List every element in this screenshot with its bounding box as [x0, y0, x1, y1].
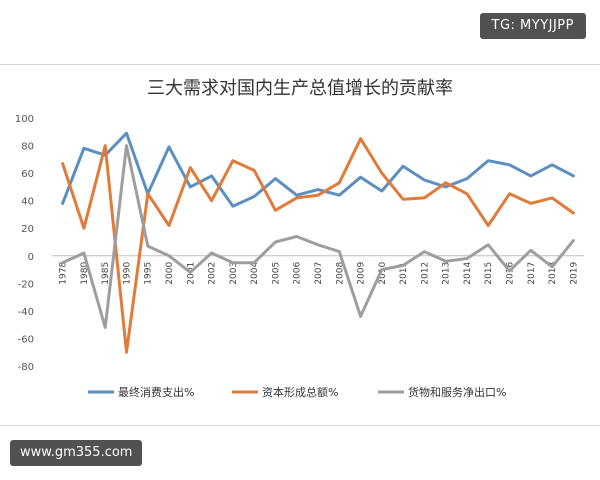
y-tick-label: 40: [21, 197, 34, 208]
x-tick-label: 2012: [420, 262, 430, 285]
y-tick-label: -60: [18, 334, 34, 345]
x-tick-label: 1978: [59, 262, 69, 285]
x-tick-label: 2013: [442, 262, 452, 285]
plot-area: [61, 131, 575, 354]
x-tick-label: 2019: [569, 262, 579, 285]
y-tick-label: -40: [18, 307, 34, 318]
watermark-top: TG: MYYJJPP: [479, 13, 586, 39]
series-line-2: [61, 144, 575, 329]
x-tick-label: 2006: [293, 262, 303, 285]
x-tick-label: 2008: [335, 262, 345, 285]
y-tick-label: -80: [18, 362, 34, 373]
x-tick-label: 1995: [144, 262, 154, 285]
x-tick-label: 2000: [165, 262, 175, 285]
y-tick-label: 0: [28, 252, 34, 263]
x-tick-label: 1985: [101, 262, 111, 285]
x-tick-label: 1990: [122, 262, 132, 285]
legend-label: 资本形成总额%: [262, 385, 338, 399]
x-tick-label: 2007: [314, 262, 324, 285]
y-tick-label: 20: [21, 224, 34, 235]
x-tick-label: 1980: [80, 262, 90, 285]
legend-label: 货物和服务净出口%: [408, 385, 506, 399]
legend-label: 最终消费支出%: [118, 385, 194, 399]
x-tick-label: 2003: [229, 262, 239, 285]
x-tick-label: 2015: [484, 262, 494, 285]
legend: 最终消费支出% 资本形成总额% 货物和服务净出口%: [88, 385, 506, 399]
x-tick-label: 2014: [463, 262, 473, 285]
x-tick-label: 2011: [399, 262, 409, 285]
x-tick-label: 2005: [271, 262, 281, 285]
watermark-bottom: www.gm355.com: [10, 440, 143, 466]
x-tick-label: 2018: [548, 262, 558, 285]
y-tick-label: 100: [15, 114, 34, 125]
series-line-1: [61, 137, 575, 354]
x-tick-label: 2002: [208, 262, 218, 285]
chart-title: 三大需求对国内生产总值增长的贡献率: [147, 78, 453, 99]
x-tick-label: 2004: [250, 262, 260, 285]
x-tick-label: 2017: [527, 262, 537, 285]
y-tick-label: -20: [18, 279, 34, 290]
x-tick-label: 2010: [378, 262, 388, 285]
chart-frame: [0, 64, 600, 426]
y-tick-label: 60: [21, 169, 34, 180]
x-tick-label: 2009: [357, 262, 367, 285]
x-tick-label: 2016: [506, 262, 516, 285]
y-tick-label: 80: [21, 142, 34, 153]
